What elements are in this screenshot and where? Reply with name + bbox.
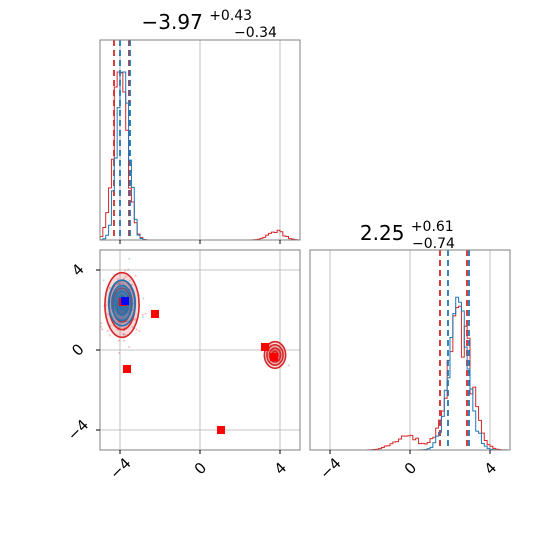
joint-sample-1-0-18 [122, 316, 125, 319]
joint-sample-0-0-70 [118, 351, 121, 354]
joint-sample-1-0-56 [128, 279, 131, 282]
joint-sample-0-0-27 [100, 322, 103, 325]
joint-xtick-label-1: 0 [191, 459, 210, 478]
joint-sample-0-0-13 [106, 329, 109, 332]
joint-sample-0-0-25 [141, 313, 144, 316]
param2-hist-xtick-label-0: −4 [316, 454, 344, 482]
param1-histogram-panel [99, 39, 301, 244]
param2-title-minus: −0.74 [412, 236, 455, 252]
joint-sample-1-0-59 [107, 313, 110, 316]
joint-sample-1-0-38 [117, 283, 120, 286]
param2-hist-xtick-label-1: 0 [401, 459, 420, 478]
joint-sample-1-0-67 [131, 325, 134, 328]
marker-red-0 [151, 310, 159, 318]
joint-sample-0-0-47 [122, 277, 125, 280]
marker-red-2 [217, 426, 225, 434]
param1-title-plus: +0.43 [209, 8, 252, 24]
joint-sample-0-0-28 [119, 291, 122, 294]
joint-xtick-label-0: −4 [106, 454, 134, 482]
joint-density-panel: −4 0 4 −4 0 4 [64, 249, 301, 483]
joint-sample-0-0-0 [124, 333, 127, 336]
joint-sample-0-0-56 [134, 274, 137, 277]
joint-sample-1-0-14 [127, 311, 130, 314]
joint-sample-1-0-13 [109, 324, 112, 327]
marker-red-3 [261, 343, 269, 351]
joint-sample-0-0-7 [108, 334, 111, 337]
joint-ytick-label-0: −4 [64, 416, 92, 444]
marker-red-1 [123, 365, 131, 373]
joint-sample-1-0-77 [122, 333, 125, 336]
joint-sample-1-0-15 [116, 313, 119, 316]
joint-sample-1-0-39 [117, 321, 120, 324]
param2-hist-xtick-label-2: 4 [481, 459, 500, 478]
joint-ytick-label-1: 0 [68, 340, 87, 359]
joint-sample-0-0-2 [124, 275, 127, 278]
joint-sample-0-0-71 [108, 286, 111, 289]
joint-sample-0-0-33 [117, 339, 120, 342]
joint-ytick-label-2: 4 [68, 260, 87, 279]
param2-title: 2.25 +0.61 −0.74 [360, 212, 460, 252]
joint-sample-0-0-72 [121, 282, 124, 285]
joint-sample-0-0-10 [105, 304, 108, 307]
joint-sample-0-0-14 [128, 345, 131, 348]
joint-sample-0-0-51 [118, 282, 121, 285]
param1-title-value: −3.97 [142, 10, 203, 34]
param2-title-value: 2.25 [360, 221, 405, 245]
joint-sample-1-0-60 [128, 257, 131, 260]
joint-sample-0-0-20 [127, 268, 130, 271]
joint-sample-0-0-42 [138, 330, 141, 333]
joint-sample-0-0-50 [122, 332, 125, 335]
joint-sample-1-0-16 [121, 292, 124, 295]
joint-sample-0-0-37 [135, 328, 138, 331]
joint-sample-1-0-25 [117, 282, 120, 285]
joint-sample-1-0-49 [142, 297, 145, 300]
joint-sample-0-0-18 [123, 339, 126, 342]
param2-title-plus: +0.61 [411, 219, 454, 235]
joint-sample-1-0-62 [141, 316, 144, 319]
joint-sample-0-0-39 [116, 278, 119, 281]
marker-blue-0 [121, 297, 129, 305]
param2-histogram-panel: −4 0 4 [309, 249, 511, 483]
joint-sample-0-0-46 [134, 317, 137, 320]
joint-sample-0-0-9 [101, 328, 104, 331]
joint-sample-1-0-76 [102, 279, 105, 282]
param1-title-minus: −0.34 [234, 25, 277, 41]
param1-title: −3.97 +0.43 −0.34 [142, 1, 277, 41]
joint-sample-0-0-24 [123, 269, 126, 272]
marker-red-4 [270, 353, 278, 361]
joint-sample-0-0-43 [144, 312, 147, 315]
joint-sample-0-1-9 [287, 364, 290, 367]
joint-xtick-label-2: 4 [271, 459, 290, 478]
